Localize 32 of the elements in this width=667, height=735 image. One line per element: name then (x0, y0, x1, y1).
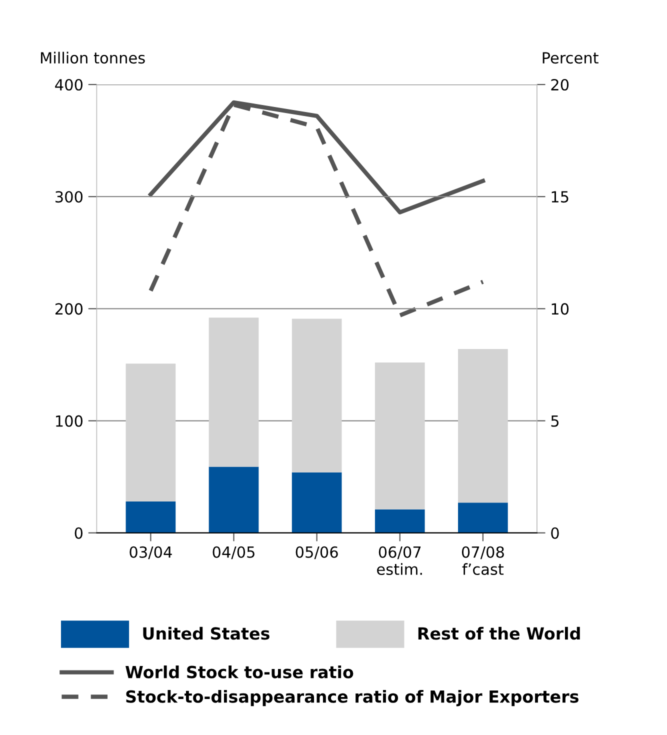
legend-label: Rest of the World (418, 626, 580, 640)
x-tick-label: 06/07 estim. (377, 546, 422, 576)
bar (208, 318, 259, 467)
bar (374, 362, 425, 510)
y-tick-label: 200 (55, 303, 83, 315)
y2-tick-label: 20 (551, 78, 569, 91)
bar (458, 502, 508, 533)
legend-label: World Stock to-use ratio (126, 665, 354, 678)
bar (208, 466, 259, 533)
y-tick-label: 400 (55, 78, 83, 91)
y2-axis-title: Percent (542, 52, 598, 64)
legend-label: United States (143, 626, 270, 640)
y2-tick-label: 15 (552, 191, 568, 203)
y-axis-title: Million tonnes (40, 52, 145, 64)
x-tick-label: 03/04 (130, 546, 172, 560)
y-tick-label: 100 (56, 415, 83, 427)
bar (458, 349, 508, 503)
line-series (148, 102, 486, 318)
legend-label: Stock-to-disappearance ratio of Major Exporters (126, 690, 578, 706)
y2-tick-label: 5 (551, 415, 559, 427)
y2-tick-label: 0 (551, 527, 559, 539)
bar (126, 501, 176, 533)
x-tick-label: 05/06 (296, 546, 338, 560)
bar (374, 509, 425, 533)
x-tick-label: 04/05 (212, 546, 254, 560)
bar (292, 472, 342, 533)
bar (126, 364, 176, 502)
y2-tick-label: 10 (552, 303, 569, 315)
bar (292, 318, 342, 472)
y-tick-label: 0 (74, 527, 83, 539)
x-tick-label: 07/08 f’cast (462, 546, 504, 576)
y-tick-label: 300 (56, 191, 83, 203)
